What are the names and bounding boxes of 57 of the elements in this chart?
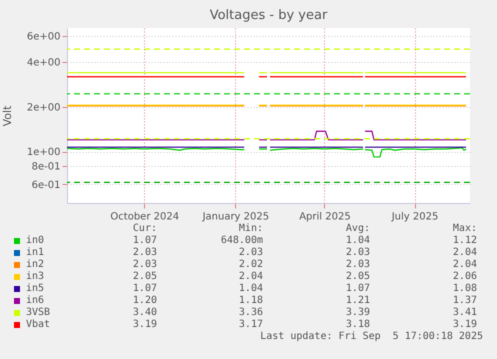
y-axis-title: Volt	[0, 104, 14, 126]
y-tick-label: 8e-01	[32, 161, 60, 172]
text: 3.39	[346, 307, 370, 319]
text: Cur:	[132, 223, 157, 235]
text: 2.06	[452, 271, 477, 283]
legend-label: in6	[26, 295, 44, 307]
x-tick-label: October 2024	[110, 212, 180, 222]
text: 648.00m	[220, 235, 263, 247]
text: 2.03	[132, 247, 157, 259]
legend-label: in2	[26, 259, 44, 271]
text: Min:	[238, 223, 263, 235]
text: Max:	[452, 223, 477, 235]
text: 1.04	[346, 235, 370, 247]
text: 2.05	[132, 271, 157, 283]
y-tick-label: 6e-01	[32, 180, 60, 191]
text: 2.02	[238, 259, 263, 271]
y-tick-label: 6e+00	[26, 32, 60, 43]
text: 1.21	[346, 295, 370, 307]
text: 2.04	[238, 271, 263, 283]
text: 1.07	[132, 235, 157, 247]
text: Avg:	[346, 223, 370, 235]
text: 3.36	[238, 307, 263, 319]
text: 1.08	[452, 283, 477, 295]
text: 1.07	[132, 283, 157, 295]
text: 1.37	[452, 295, 477, 307]
text: 1.20	[132, 295, 157, 307]
legend-label: 3VSB	[26, 307, 50, 319]
text: 2.04	[452, 247, 477, 259]
x-tick-label: July 2025	[390, 212, 438, 222]
text: 2.03	[346, 259, 370, 271]
text: 3.17	[238, 319, 263, 331]
text: 2.05	[346, 271, 370, 283]
chart-title: Voltages - by year	[210, 8, 328, 23]
y-tick-label: 2e+00	[26, 102, 60, 114]
x-tick-label: January 2025	[202, 212, 270, 222]
legend-label: Vbat	[26, 319, 50, 331]
text: 3.18	[346, 319, 370, 331]
text: 1.12	[452, 235, 477, 247]
legend-label: in5	[26, 283, 44, 295]
text: 2.04	[452, 259, 477, 271]
text: Last update: Fri Sep 5 17:00:18 2025	[260, 331, 483, 343]
text: 2.03	[132, 259, 157, 271]
text: 1.04	[238, 283, 263, 295]
text: 3.40	[132, 307, 157, 319]
legend-label: in0	[26, 235, 44, 247]
y-tick-label: 4e+00	[26, 58, 60, 69]
legend-label: in1	[26, 247, 44, 259]
y-tick-label: 1e+00	[26, 147, 60, 158]
text: 1.07	[346, 283, 370, 295]
text: 3.19	[132, 319, 157, 331]
text: 2.03	[238, 247, 263, 259]
legend-label: in3	[26, 271, 44, 283]
text: 3.19	[452, 319, 477, 331]
x-tick-label: April 2025	[299, 212, 351, 222]
text: 3.41	[452, 307, 477, 319]
text: 1.18	[238, 295, 263, 307]
text: 2.03	[346, 247, 370, 259]
